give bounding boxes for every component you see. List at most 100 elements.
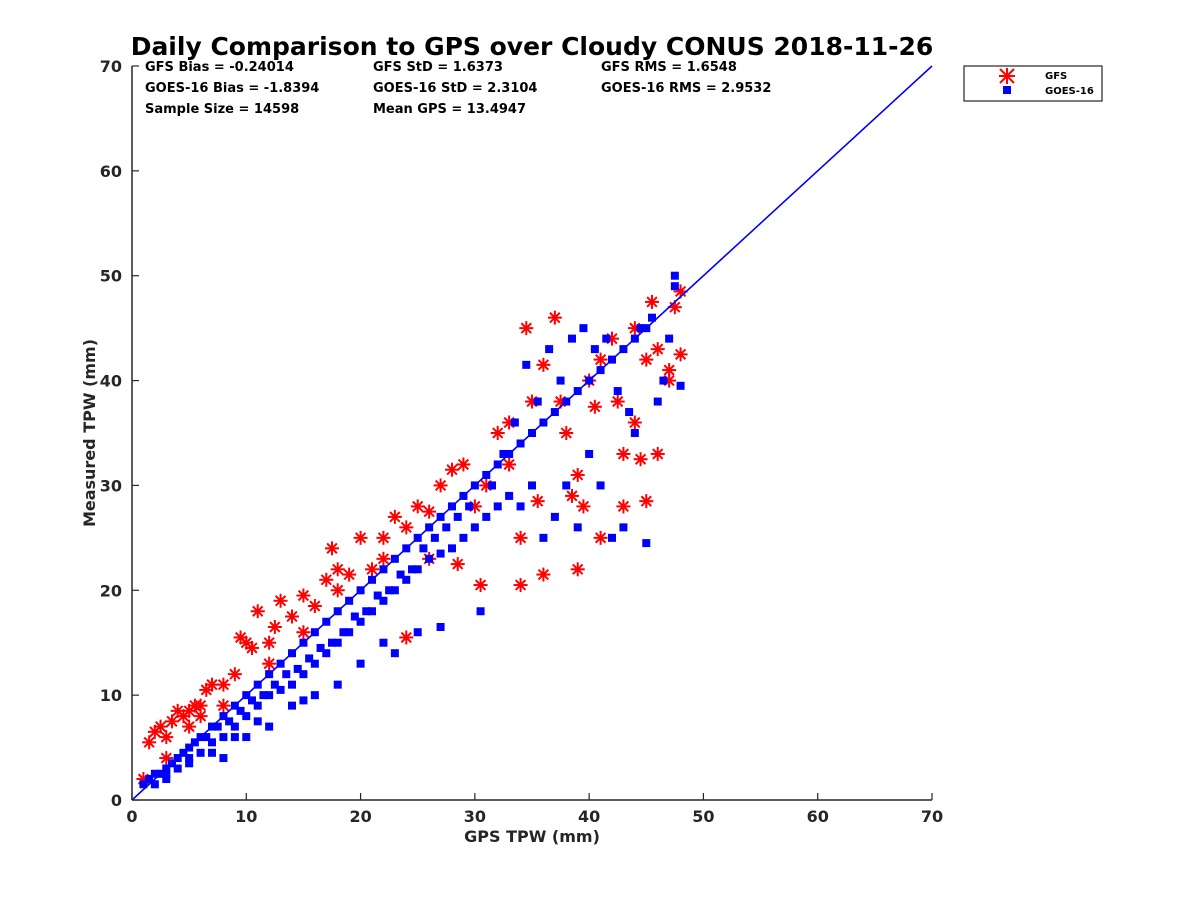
goes16-point (579, 324, 588, 333)
gfs-point (450, 557, 465, 572)
goes16-point (322, 649, 331, 658)
gfs-point (456, 457, 471, 472)
goes16-point (648, 313, 656, 322)
gfs-point (513, 530, 528, 545)
goes16-point (545, 345, 554, 354)
goes16-point (528, 481, 536, 490)
gfs-point (570, 467, 585, 482)
gfs-point (273, 593, 288, 608)
x-tick-label: 30 (464, 807, 486, 826)
goes16-point (419, 544, 428, 553)
gfs-point (565, 488, 579, 503)
goes16-point (276, 685, 285, 694)
goes16-point (505, 491, 514, 500)
gfs-point (650, 446, 665, 461)
gfs-point (245, 640, 259, 655)
gfs-point (365, 562, 379, 577)
goes16-point (230, 722, 239, 731)
goes16-point (522, 360, 531, 369)
goes16-point (379, 638, 388, 647)
goes16-point (379, 596, 388, 605)
goes16-point (242, 712, 251, 721)
y-tick-label: 60 (100, 162, 122, 181)
goes16-point (270, 680, 279, 689)
gfs-point (262, 656, 277, 671)
gfs-point (547, 310, 562, 325)
goes16-point (333, 680, 342, 689)
goes16-point (596, 481, 605, 490)
x-tick-label: 10 (235, 807, 257, 826)
gfs-point (267, 619, 282, 634)
stat-gfs-rms: GFS RMS = 1.6548 (601, 60, 737, 75)
gfs-point (639, 352, 654, 367)
goes16-point (310, 691, 319, 700)
goes16-point (442, 523, 451, 532)
goes16-point (219, 754, 228, 763)
gfs-point (410, 499, 425, 514)
gfs-point (330, 562, 345, 577)
goes16-point (139, 780, 148, 789)
gfs-point (536, 567, 551, 582)
x-tick-label: 40 (578, 807, 600, 826)
gfs-series (136, 284, 688, 787)
gfs-point (227, 667, 242, 682)
gfs-point (250, 604, 265, 619)
goes16-point (350, 612, 359, 621)
goes16-point (185, 759, 194, 768)
goes16-point (510, 418, 519, 427)
gfs-point (376, 530, 391, 545)
y-tick-label: 0 (111, 791, 122, 810)
x-tick-label: 50 (692, 807, 714, 826)
gfs-point (216, 677, 231, 692)
y-tick-label: 50 (100, 267, 122, 286)
stat-sample-size: Sample Size = 14598 (145, 102, 299, 117)
goes16-point (568, 334, 576, 343)
goes16-point (482, 512, 491, 521)
goes16-point (659, 376, 668, 385)
y-tick-label: 30 (100, 476, 122, 495)
gfs-point (216, 698, 231, 713)
legend-goes-label: GOES-16 (1045, 86, 1094, 97)
goes16-point (550, 512, 559, 521)
gfs-point (513, 578, 528, 593)
goes16-point (499, 449, 508, 458)
goes16-point (253, 701, 262, 710)
y-tick-label: 10 (100, 686, 122, 705)
goes16-point (293, 664, 302, 673)
gfs-point (593, 352, 608, 367)
goes16-point (202, 733, 211, 742)
goes16-point (288, 680, 296, 689)
gfs-point (559, 426, 574, 440)
gfs-point (616, 446, 631, 461)
goes16-point (356, 617, 365, 626)
goes16-point (310, 659, 319, 668)
goes16-point (665, 334, 674, 343)
goes16-point (185, 754, 194, 763)
goes16-point (339, 628, 348, 637)
gfs-point (165, 714, 179, 729)
goes16-point (236, 706, 245, 715)
gfs-point (399, 630, 414, 645)
gfs-point (673, 347, 688, 362)
goes16-point (219, 733, 228, 742)
goes16-point (150, 769, 159, 778)
goes16-point (619, 523, 628, 532)
goes16-point (425, 554, 434, 563)
goes16-point (670, 282, 679, 291)
goes16-point (208, 748, 216, 757)
gfs-point (576, 499, 591, 514)
goes16-point (208, 738, 216, 747)
legend-box (963, 65, 1103, 102)
gfs-point (422, 504, 437, 519)
stat-goes-bias: GOES-16 Bias = -1.8394 (145, 81, 319, 96)
y-tick-label: 20 (100, 581, 122, 600)
goes16-point (602, 334, 611, 343)
gfs-point (399, 520, 414, 535)
gfs-point (433, 478, 448, 493)
gfs-point (296, 625, 311, 640)
goes16-point (676, 381, 685, 390)
goes16-point (390, 649, 399, 658)
gfs-point (633, 452, 648, 467)
goes16-point (642, 539, 651, 548)
goes16-point (396, 570, 405, 579)
